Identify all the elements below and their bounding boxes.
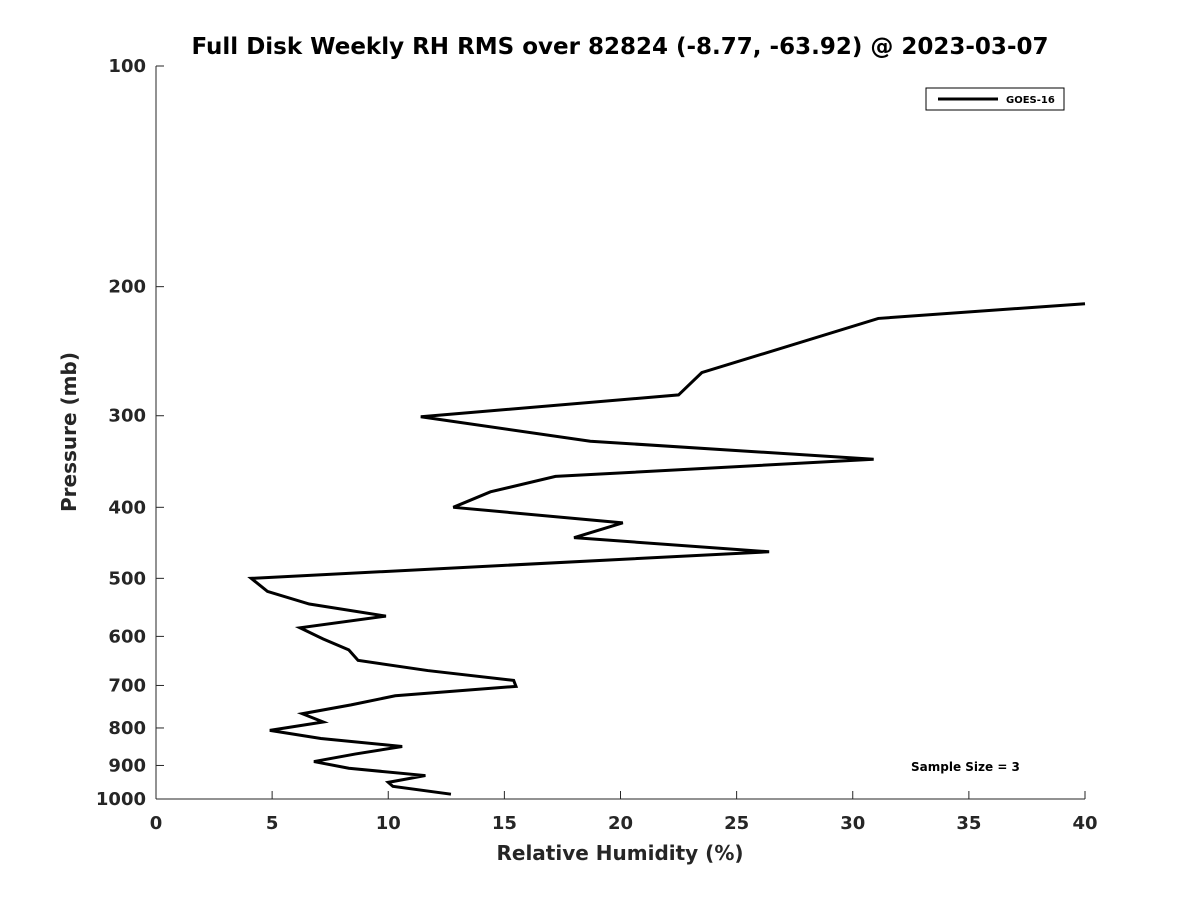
y-tick-label: 800: [108, 718, 146, 739]
x-tick-label: 30: [840, 813, 865, 834]
y-ticks: 100 200 300 400 500 600 700 800 900 1000: [96, 56, 164, 810]
y-tick-label: 1000: [96, 789, 146, 810]
y-axis-label: Pressure (mb): [57, 352, 81, 512]
plot-axes: [155, 66, 1085, 800]
y-tick-label: 200: [108, 277, 146, 298]
sample-size-annotation: Sample Size = 3: [911, 760, 1020, 774]
x-tick-label: 10: [376, 813, 401, 834]
x-tick-label: 20: [608, 813, 633, 834]
x-tick-label: 0: [150, 813, 163, 834]
y-tick-label: 600: [108, 626, 146, 647]
x-ticks: 0 5 10 15 20 25 30 35 40: [150, 791, 1098, 834]
x-tick-label: 25: [724, 813, 749, 834]
y-tick-label: 700: [108, 675, 146, 696]
y-tick-label: 300: [108, 406, 146, 427]
y-tick-label: 900: [108, 755, 146, 776]
x-tick-label: 15: [492, 813, 517, 834]
x-tick-label: 40: [1072, 813, 1097, 834]
x-tick-label: 35: [956, 813, 981, 834]
x-tick-label: 5: [266, 813, 279, 834]
y-tick-label: 100: [108, 56, 146, 77]
x-axis-label: Relative Humidity (%): [496, 841, 743, 865]
chart-title: Full Disk Weekly RH RMS over 82824 (-8.7…: [191, 34, 1048, 60]
y-tick-label: 500: [108, 568, 146, 589]
y-tick-label: 400: [108, 497, 146, 518]
legend-label-goes-16: GOES-16: [1006, 95, 1055, 106]
series-line-goes-16: [247, 302, 1086, 796]
legend: GOES-16: [925, 87, 1065, 111]
